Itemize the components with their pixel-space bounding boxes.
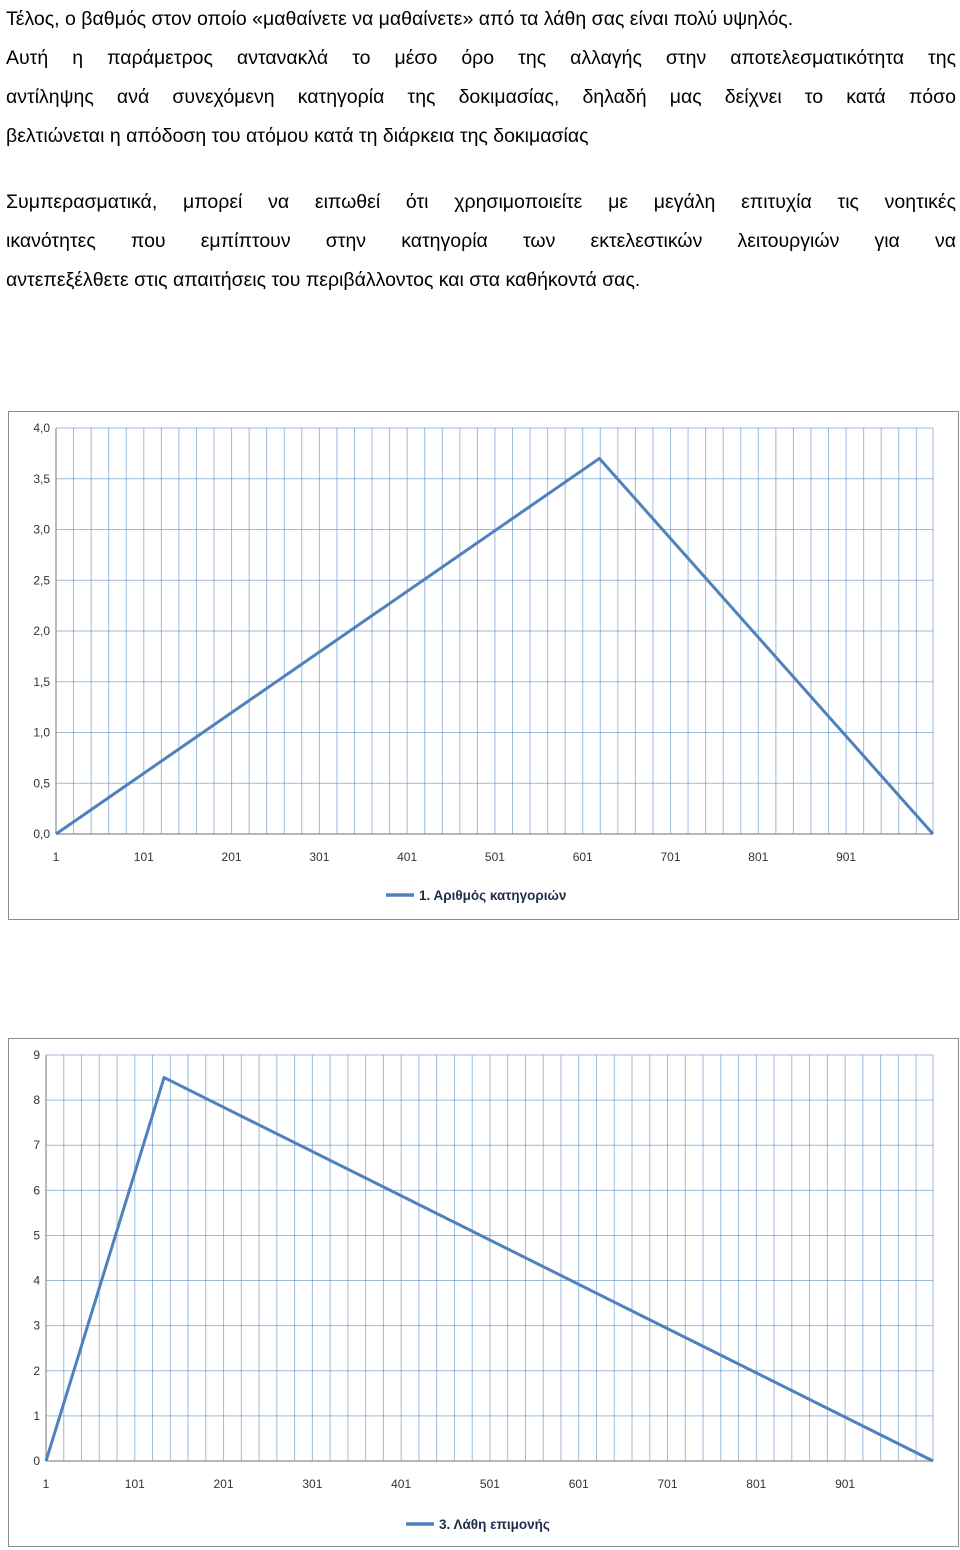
y-tick-label: 7: [33, 1138, 40, 1152]
x-tick-label: 101: [134, 850, 154, 864]
y-tick-label: 1,0: [33, 726, 50, 740]
x-tick-label: 201: [222, 850, 242, 864]
y-tick-label: 5: [33, 1228, 40, 1242]
text-line: αντίληψης ανά συνεχόμενη κατηγορία της δ…: [6, 86, 956, 108]
paragraph-conclusion-summary: Συμπερασματικά, μπορεί να ειπωθεί ότι χρ…: [6, 183, 956, 300]
text-line: αντεπεξέλθετε στις απαιτήσεις του περιβά…: [6, 269, 641, 291]
y-tick-label: 1,5: [33, 675, 50, 689]
y-tick-label: 0,0: [33, 827, 50, 841]
text-line: Τέλος, ο βαθμός στον οποίο «μαθαίνετε να…: [6, 8, 794, 30]
text-line: Συμπερασματικά, μπορεί να ειπωθεί ότι χρ…: [6, 191, 956, 213]
y-tick-label: 2: [33, 1364, 40, 1378]
legend-label: 3. Λάθη επιμονής: [439, 1517, 550, 1532]
x-tick-label: 801: [746, 1477, 766, 1491]
x-tick-label: 301: [302, 1477, 322, 1491]
x-tick-label: 801: [748, 850, 768, 864]
y-tick-label: 6: [33, 1183, 40, 1197]
y-tick-label: 3,5: [33, 472, 50, 486]
paragraph-conclusion-learning: Τέλος, ο βαθμός στον οποίο «μαθαίνετε να…: [6, 0, 956, 156]
y-tick-label: 8: [33, 1093, 40, 1107]
text-line: ικανότητες που εμπίπτουν στην κατηγορία …: [6, 230, 956, 252]
x-tick-label: 401: [397, 850, 417, 864]
x-tick-label: 501: [480, 1477, 500, 1491]
text-line: Αυτή η παράμετρος αντανακλά το μέσο όρο …: [6, 47, 956, 69]
text-line: βελτιώνεται η απόδοση του ατόμου κατά τη…: [6, 125, 589, 147]
legend-label: 1. Αριθμός κατηγοριών: [419, 888, 566, 903]
x-tick-label: 601: [569, 1477, 589, 1491]
x-tick-label: 301: [309, 850, 329, 864]
y-tick-label: 1: [33, 1409, 40, 1423]
x-tick-label: 1: [43, 1477, 50, 1491]
y-tick-label: 9: [33, 1048, 40, 1062]
x-tick-label: 601: [573, 850, 593, 864]
y-tick-label: 3,0: [33, 523, 50, 537]
x-tick-label: 401: [391, 1477, 411, 1491]
chart-perseverative-errors: 0 1 2 3 4 5 6 7 8 9 1 101 201 301 401 501 601 701 801 901 3.…: [8, 1038, 959, 1547]
x-tick-label: 101: [125, 1477, 145, 1491]
y-tick-label: 0: [33, 1454, 40, 1468]
x-tick-label: 901: [836, 850, 856, 864]
x-tick-label: 501: [485, 850, 505, 864]
x-tick-label: 901: [835, 1477, 855, 1491]
x-tick-label: 201: [214, 1477, 234, 1491]
x-tick-label: 701: [658, 1477, 678, 1491]
y-tick-label: 2,0: [33, 624, 50, 638]
series-line: [44, 1076, 934, 1463]
y-tick-label: 0,5: [33, 776, 50, 790]
y-tick-label: 3: [33, 1319, 40, 1333]
chart-categories: 0,0 0,5 1,0 1,5 2,0 2,5 3,0 3,5 4,0 1 101 201 301 401…: [8, 411, 959, 920]
y-tick-label: 4: [33, 1274, 40, 1288]
y-tick-label: 4,0: [33, 421, 50, 435]
x-tick-label: 1: [53, 850, 60, 864]
chart-categories-svg: 0,0 0,5 1,0 1,5 2,0 2,5 3,0 3,5 4,0 1 101 201 301 401…: [33, 421, 935, 903]
y-tick-label: 2,5: [33, 573, 50, 587]
series-line: [55, 456, 935, 836]
x-tick-label: 701: [660, 850, 680, 864]
